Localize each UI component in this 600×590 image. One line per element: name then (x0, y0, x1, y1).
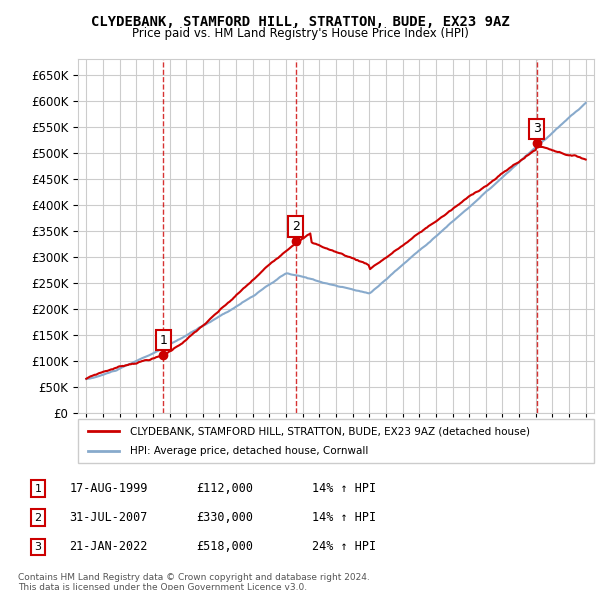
Text: CLYDEBANK, STAMFORD HILL, STRATTON, BUDE, EX23 9AZ (detached house): CLYDEBANK, STAMFORD HILL, STRATTON, BUDE… (130, 427, 530, 436)
Text: 2: 2 (292, 220, 299, 233)
Text: 31-JUL-2007: 31-JUL-2007 (70, 511, 148, 525)
Text: £518,000: £518,000 (196, 540, 253, 553)
Text: This data is licensed under the Open Government Licence v3.0.: This data is licensed under the Open Gov… (18, 583, 307, 590)
Text: £112,000: £112,000 (196, 482, 253, 495)
Text: 2: 2 (34, 513, 41, 523)
Text: CLYDEBANK, STAMFORD HILL, STRATTON, BUDE, EX23 9AZ: CLYDEBANK, STAMFORD HILL, STRATTON, BUDE… (91, 15, 509, 29)
FancyBboxPatch shape (78, 419, 594, 463)
Text: Price paid vs. HM Land Registry's House Price Index (HPI): Price paid vs. HM Land Registry's House … (131, 27, 469, 40)
Text: 17-AUG-1999: 17-AUG-1999 (70, 482, 148, 495)
Text: 14% ↑ HPI: 14% ↑ HPI (311, 511, 376, 525)
Text: £330,000: £330,000 (196, 511, 253, 525)
Text: Contains HM Land Registry data © Crown copyright and database right 2024.: Contains HM Land Registry data © Crown c… (18, 573, 370, 582)
Text: HPI: Average price, detached house, Cornwall: HPI: Average price, detached house, Corn… (130, 446, 368, 455)
Text: 21-JAN-2022: 21-JAN-2022 (70, 540, 148, 553)
Text: 1: 1 (159, 333, 167, 346)
Text: 3: 3 (34, 542, 41, 552)
Text: 14% ↑ HPI: 14% ↑ HPI (311, 482, 376, 495)
Text: 24% ↑ HPI: 24% ↑ HPI (311, 540, 376, 553)
Text: 3: 3 (533, 122, 541, 135)
Text: 1: 1 (34, 484, 41, 493)
